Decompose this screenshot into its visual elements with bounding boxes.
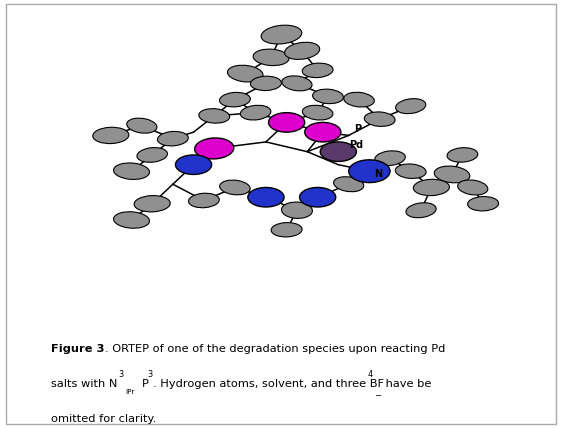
Ellipse shape (271, 223, 302, 237)
Ellipse shape (406, 203, 436, 218)
Ellipse shape (137, 148, 167, 162)
Ellipse shape (434, 166, 470, 183)
Ellipse shape (312, 89, 343, 104)
Ellipse shape (300, 187, 336, 207)
Ellipse shape (269, 113, 305, 132)
Ellipse shape (157, 131, 188, 146)
Text: Pd: Pd (348, 140, 363, 150)
Text: salts with N: salts with N (51, 379, 117, 389)
Ellipse shape (253, 49, 289, 65)
Ellipse shape (375, 151, 405, 166)
Text: Figure 3: Figure 3 (51, 344, 104, 354)
Ellipse shape (302, 105, 333, 120)
Ellipse shape (188, 193, 219, 208)
Ellipse shape (396, 98, 426, 114)
Ellipse shape (114, 212, 149, 228)
Ellipse shape (194, 138, 234, 159)
Ellipse shape (284, 42, 320, 59)
Ellipse shape (364, 112, 395, 126)
Text: 4: 4 (368, 371, 373, 380)
Text: . ORTEP of one of the degradation species upon reacting Pd: . ORTEP of one of the degradation specie… (105, 344, 445, 354)
Ellipse shape (413, 179, 450, 196)
Ellipse shape (305, 122, 341, 142)
Ellipse shape (241, 105, 271, 120)
Ellipse shape (447, 148, 478, 162)
Ellipse shape (248, 187, 284, 207)
Ellipse shape (251, 76, 282, 91)
Ellipse shape (302, 63, 333, 77)
Ellipse shape (175, 155, 212, 175)
Text: have be: have be (382, 379, 432, 389)
Ellipse shape (199, 109, 230, 123)
Ellipse shape (261, 25, 302, 44)
Text: P: P (354, 124, 361, 134)
Ellipse shape (134, 196, 170, 212)
Ellipse shape (127, 118, 157, 133)
Ellipse shape (220, 180, 250, 195)
Text: omitted for clarity.: omitted for clarity. (51, 413, 156, 424)
Text: P: P (142, 379, 148, 389)
Ellipse shape (348, 160, 390, 183)
Text: N: N (374, 169, 383, 179)
Ellipse shape (282, 202, 312, 218)
Text: . Hydrogen atoms, solvent, and three BF: . Hydrogen atoms, solvent, and three BF (153, 379, 384, 389)
Text: 3: 3 (119, 371, 124, 380)
Ellipse shape (395, 164, 426, 178)
Ellipse shape (220, 92, 250, 107)
Ellipse shape (282, 76, 312, 91)
Text: iPr: iPr (125, 389, 134, 395)
Ellipse shape (228, 65, 263, 82)
Text: −: − (374, 391, 381, 400)
Ellipse shape (334, 177, 364, 192)
Ellipse shape (93, 127, 129, 143)
Ellipse shape (114, 163, 149, 179)
Ellipse shape (457, 180, 488, 195)
Ellipse shape (320, 142, 356, 161)
Ellipse shape (468, 196, 498, 211)
Text: 3: 3 (148, 371, 153, 380)
Ellipse shape (344, 92, 374, 107)
